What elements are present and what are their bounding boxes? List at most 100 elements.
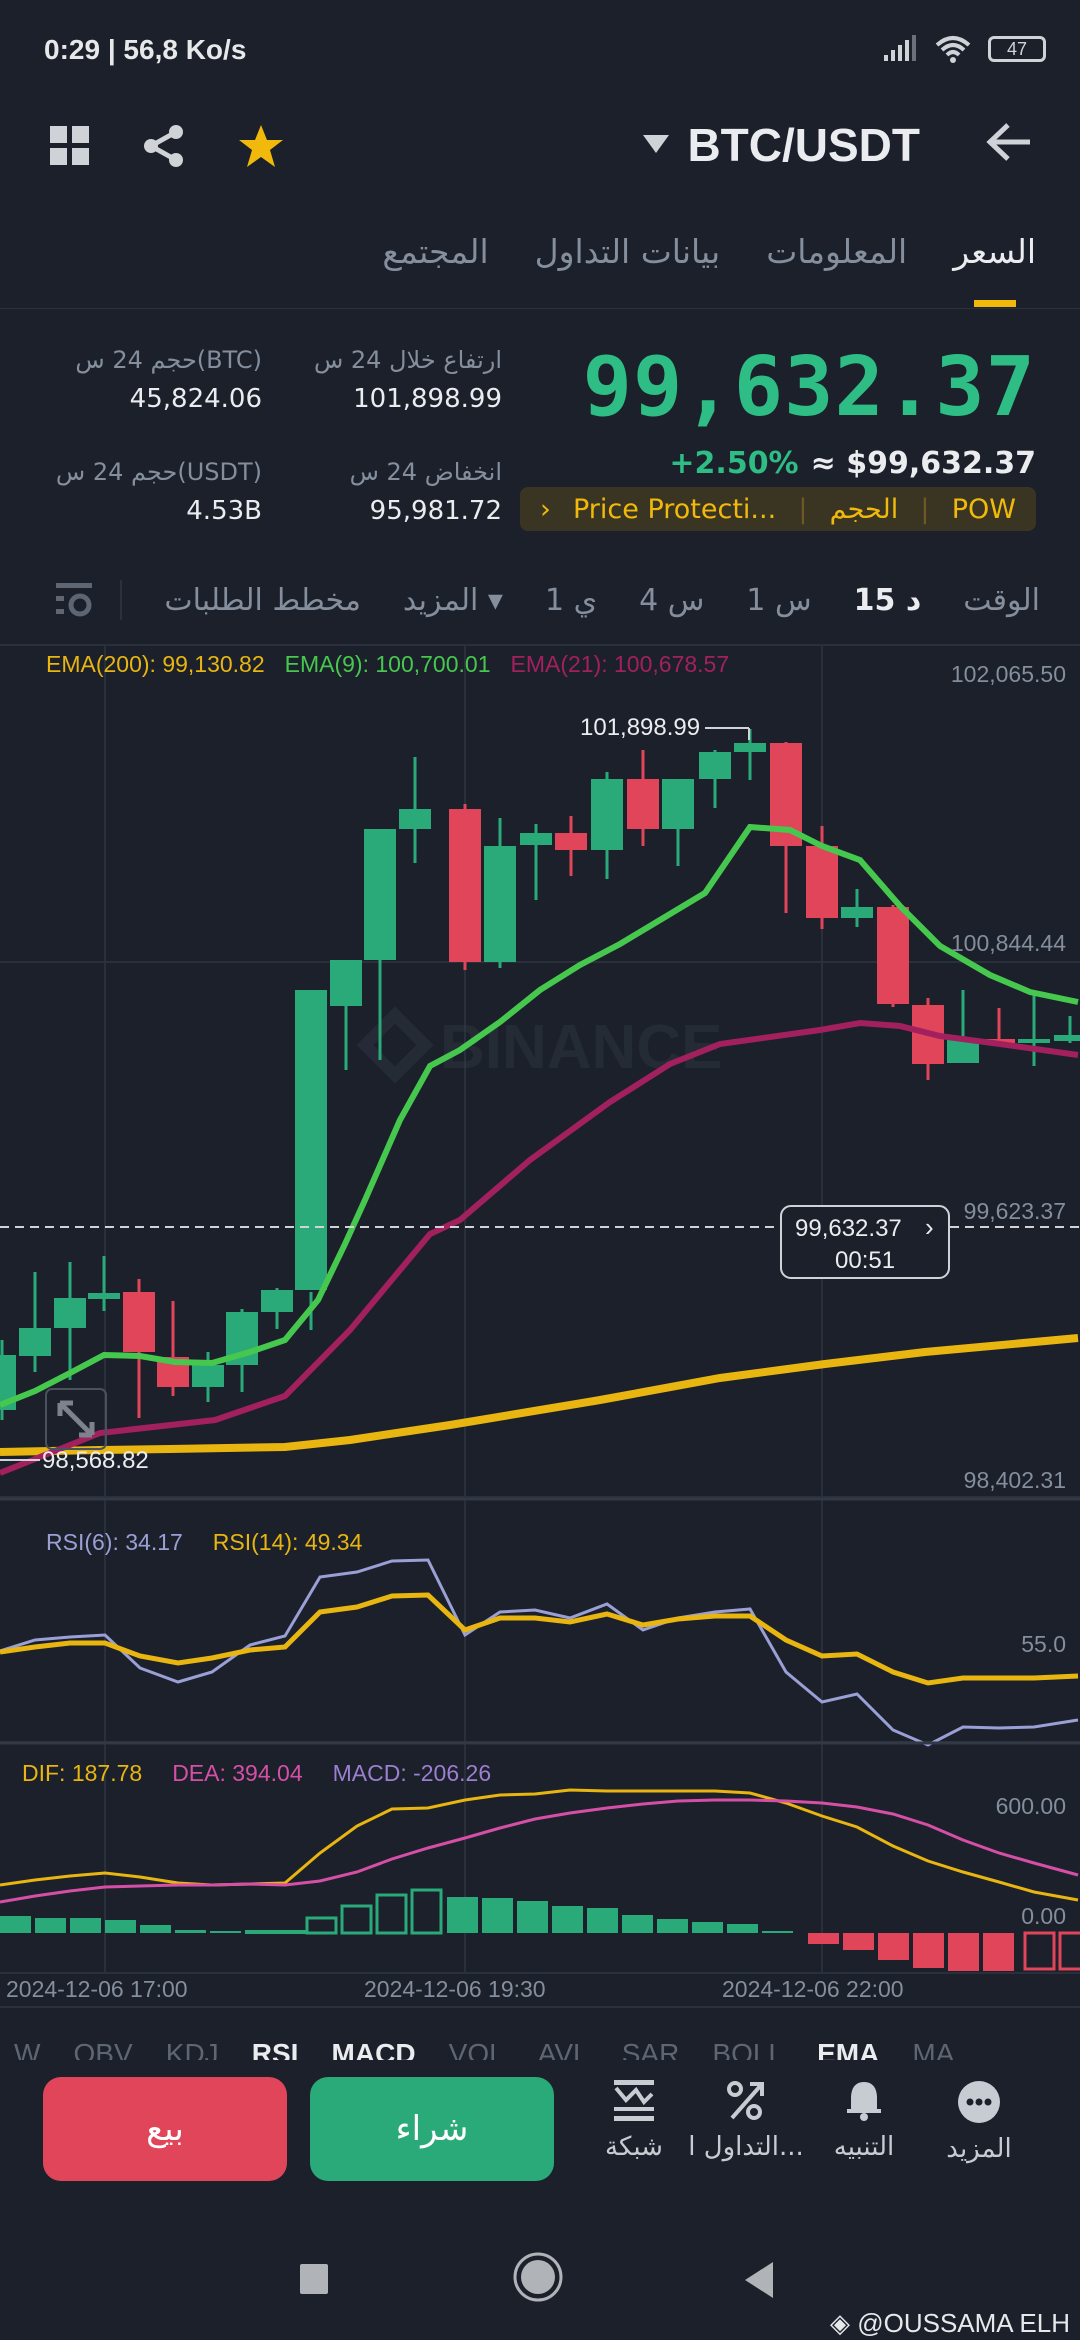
time-label[interactable]: الوقت [963,582,1040,618]
macd-histogram [0,1888,1080,1971]
ema200-line [0,1334,1079,1456]
current-price-tag[interactable]: 99,632.37 › 00:51 [780,1205,950,1279]
tags-bar[interactable]: › Price Protecti... | الحجم | POW [520,487,1036,531]
timeframe-1h[interactable]: 1 س [746,582,812,618]
chevron-right-icon: › [925,1212,934,1242]
tag-volume[interactable]: الحجم [829,493,899,525]
divider: | [798,493,808,525]
macd-legend: DIF: 187.78 DEA: 394.04 MACD: -206.26 [22,1760,491,1787]
indicator-w[interactable]: W [14,2038,41,2060]
rsi14-line [0,1592,1079,1686]
divider [0,2006,1080,2008]
x-tick: 2024-12-06 22:00 [722,1976,904,2002]
stat-24h-vol-usdt: حجم 24 س(USDT) 4.53B [55,458,262,526]
stat-24h-vol-btc: حجم 24 س(BTC) 45,824.06 [75,346,262,414]
price-chart[interactable]: BINANCE [0,640,1080,2010]
indicator-ema[interactable]: EMA [817,2038,880,2060]
indicator-strip[interactable]: W OBV KDJ RSI MACD VOL AVL SAR BOLL EMA … [0,2030,1080,2060]
binance-watermark: BINANCE [356,1006,722,1084]
tag-price-protection[interactable]: Price Protecti... [573,493,777,525]
recents-nav-icon[interactable] [300,2262,330,2296]
tab-info[interactable]: المعلومات [766,232,908,271]
timeframe-1d[interactable]: 1 ي [545,582,598,618]
status-icons: 47 [882,34,1046,64]
indicator-kdj[interactable]: KDJ [165,2038,219,2060]
depth-chart-tab[interactable]: مخطط الطلبات [164,582,361,618]
y-tick: 99,623.37 [963,1198,1066,1224]
y-tick: 98,402.31 [963,1467,1066,1493]
dea-legend: DEA: 394.04 [172,1760,303,1786]
ema21-line [0,1019,1079,1476]
home-nav-icon[interactable] [512,2251,564,2303]
binance-logo-icon: ◈ [829,2308,850,2338]
y-tick: 55.0 [1021,1631,1066,1657]
percent-arrow-icon [727,2081,764,2120]
back-nav-icon[interactable] [743,2262,773,2298]
svg-text:BINANCE: BINANCE [440,1013,722,1082]
stat-24h-low: انخفاض 24 س 95,981.72 [349,458,502,526]
copy-trading-button[interactable]: التداول ا... [686,2080,806,2162]
ema-legend: EMA(200): 99,130.82 EMA(9): 100,700.01 E… [46,651,729,678]
approx-usd-price: ≈ $99,632.37 [810,446,1036,481]
svg-text:101,898.99: 101,898.99 [580,714,700,741]
tab-trading-data[interactable]: بيانات التداول [534,232,721,271]
back-arrow-icon[interactable] [986,122,1032,162]
indicator-sar[interactable]: SAR [621,2038,680,2060]
share-icon[interactable] [142,124,186,168]
y-tick: 0.00 [1021,1903,1066,1929]
change-percent: +2.50% [669,446,799,481]
ema200-legend: EMA(200): 99,130.82 [46,651,265,677]
svg-text:99,632.37: 99,632.37 [795,1215,902,1242]
indicator-rsi[interactable]: RSI [251,2038,299,2060]
rsi6-legend: RSI(6): 34.17 [46,1529,183,1555]
indicator-ma[interactable]: MA [912,2038,955,2060]
tab-price[interactable]: السعر [953,232,1036,271]
last-price: 99,632.37 [582,340,1036,435]
stat-24h-high: ارتفاع خلال 24 س 101,898.99 [313,346,502,414]
ema9-legend: EMA(9): 100,700.01 [284,651,491,677]
y-tick: 600.00 [995,1793,1066,1819]
more-button[interactable]: المزيد [919,2080,1039,2164]
indicator-vol[interactable]: VOL [448,2038,505,2060]
divider [120,580,123,620]
pair-selector[interactable]: BTC/USDT [643,118,920,172]
signal-icon [884,35,916,61]
alert-button[interactable]: التنبيه [804,2080,924,2162]
high-marker: 101,898.99 [580,714,750,741]
low-marker: 98,568.82 [0,1447,149,1474]
star-icon[interactable] [238,124,284,168]
macd-value-legend: MACD: -206.26 [332,1760,492,1786]
grid-trading-button[interactable]: شبكة [574,2080,694,2162]
indicator-obv[interactable]: OBV [73,2038,133,2060]
indicator-boll[interactable]: BOLL [712,2038,784,2060]
tag-pow[interactable]: POW [951,493,1016,525]
indicator-macd[interactable]: MACD [331,2038,416,2060]
chart-settings-icon[interactable] [56,583,93,617]
sell-button[interactable]: بيع [43,2077,287,2181]
bell-icon [847,2082,881,2121]
candles [0,729,1080,1420]
svg-text:00:51: 00:51 [835,1247,895,1274]
divider [0,308,1080,309]
macd-dif-line [0,1788,1079,1902]
battery-indicator: 47 [988,36,1046,62]
tab-community[interactable]: المجتمع [382,232,489,271]
timeframe-4h[interactable]: 4 س [639,582,705,618]
expand-chart-button[interactable] [45,1388,107,1450]
buy-button[interactable]: شراء [310,2077,554,2181]
rsi6-line [0,1558,1079,1747]
x-tick: 2024-12-06 19:30 [364,1976,546,2002]
timeframe-more[interactable]: المزيد ▾ [402,582,503,618]
dif-legend: DIF: 187.78 [22,1760,143,1786]
divider: | [920,493,930,525]
ema21-legend: EMA(21): 100,678.57 [510,651,730,677]
more-dots-icon [958,2081,1000,2123]
watermark-credit: ◈ @OUSSAMA ELH [829,2308,1070,2338]
grid-icon[interactable] [50,126,90,166]
ema9-line [0,823,1079,1408]
timeframe-15m[interactable]: 15 د [853,582,922,618]
indicator-avl[interactable]: AVL [537,2038,589,2060]
wifi-icon [935,36,971,63]
grid-bot-icon [614,2080,654,2121]
price-change-row: +2.50% ≈ $99,632.37 [669,446,1036,481]
